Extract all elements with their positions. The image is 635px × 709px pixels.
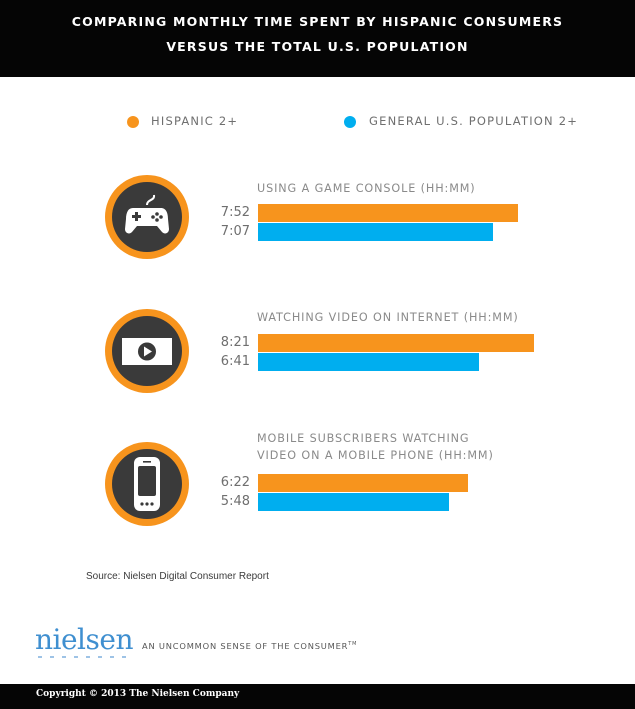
legend-label-hispanic: HISPANIC 2+ xyxy=(151,114,239,128)
title-banner: COMPARING MONTHLY TIME SPENT BY HISPANIC… xyxy=(0,0,635,77)
category-label-line: VIDEO ON A MOBILE PHONE (HH:MM) xyxy=(257,449,494,462)
data-label: 6:41 xyxy=(220,354,250,369)
tagline: AN UNCOMMON SENSE OF THE CONSUMERTM xyxy=(142,641,357,651)
bar-general xyxy=(258,223,493,241)
legend-swatch-general xyxy=(344,116,356,128)
chart-title-line-2: VERSUS THE TOTAL U.S. POPULATION xyxy=(166,39,469,54)
bar-hispanic xyxy=(258,204,518,222)
footer-bar: Copyright © 2013 The Nielsen Company xyxy=(0,684,635,709)
category-label: MOBILE SUBSCRIBERS WATCHING VIDEO ON A MO… xyxy=(257,430,494,464)
legend-label-general: GENERAL U.S. POPULATION 2+ xyxy=(369,114,579,128)
video-play-icon xyxy=(105,309,189,393)
nielsen-logo: nielsen xyxy=(35,623,134,656)
data-label: 8:21 xyxy=(220,335,250,350)
mobile-phone-icon xyxy=(105,442,189,526)
source-note: Source: Nielsen Digital Consumer Report xyxy=(86,571,269,582)
tagline-text: AN UNCOMMON SENSE OF THE CONSUMER xyxy=(142,641,349,651)
category-label-line: MOBILE SUBSCRIBERS WATCHING xyxy=(257,432,470,445)
category-label-line: WATCHING VIDEO ON INTERNET (HH:MM) xyxy=(257,311,519,324)
category-label: USING A GAME CONSOLE (HH:MM) xyxy=(257,180,476,197)
category-label: WATCHING VIDEO ON INTERNET (HH:MM) xyxy=(257,309,519,326)
data-label: 6:22 xyxy=(220,475,250,490)
trademark-mark: TM xyxy=(348,641,358,648)
data-label: 5:48 xyxy=(220,494,250,509)
category-label-line: USING A GAME CONSOLE (HH:MM) xyxy=(257,182,476,195)
game-controller-icon xyxy=(105,175,189,259)
copyright-text: Copyright © 2013 The Nielsen Company xyxy=(36,689,240,699)
bar-hispanic xyxy=(258,334,534,352)
bar-hispanic xyxy=(258,474,468,492)
data-label: 7:52 xyxy=(220,205,250,220)
chart-title-line-1: COMPARING MONTHLY TIME SPENT BY HISPANIC… xyxy=(71,14,564,29)
logo-dots xyxy=(38,656,126,658)
legend-swatch-hispanic xyxy=(127,116,139,128)
bar-general xyxy=(258,493,449,511)
data-label: 7:07 xyxy=(220,224,250,239)
bar-general xyxy=(258,353,479,371)
